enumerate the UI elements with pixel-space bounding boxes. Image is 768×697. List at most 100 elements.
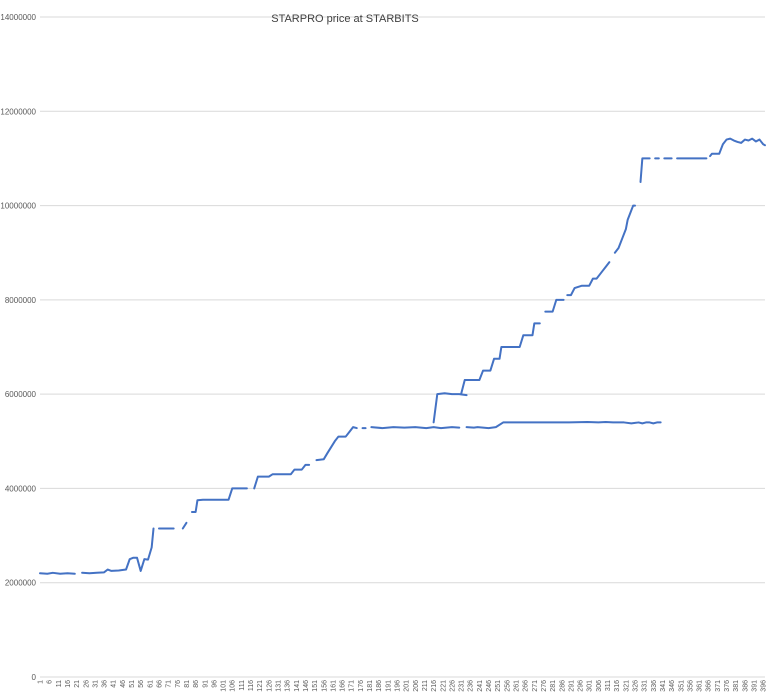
series-line-segment	[460, 322, 541, 396]
x-tick-label: 386	[742, 680, 749, 692]
x-tick-label: 276	[541, 680, 548, 692]
x-tick-label: 31	[92, 680, 99, 688]
y-tick-label: 2000000	[5, 579, 37, 588]
x-tick-label: 306	[596, 680, 603, 692]
x-tick-label: 301	[587, 680, 594, 692]
x-tick-label: 216	[431, 680, 438, 692]
x-tick-label: 336	[651, 680, 658, 692]
x-tick-label: 351	[678, 680, 685, 692]
x-tick-label: 116	[248, 680, 255, 691]
y-tick-label: 14000000	[0, 13, 36, 22]
x-tick-label: 61	[147, 680, 154, 688]
x-tick-label: 261	[514, 680, 521, 692]
x-tick-label: 231	[459, 680, 466, 692]
x-tick-label: 256	[504, 680, 511, 692]
x-tick-label: 156	[321, 680, 328, 692]
x-tick-label: 186	[376, 680, 383, 692]
x-tick-label: 361	[697, 680, 704, 692]
series-line-segment	[315, 426, 358, 462]
x-tick-label: 241	[477, 680, 484, 692]
x-tick-label: 141	[294, 680, 301, 692]
series-line-segment	[190, 487, 248, 513]
x-tick-label: 316	[614, 680, 621, 692]
x-tick-label: 381	[733, 680, 740, 692]
x-tick-label: 171	[349, 680, 356, 692]
x-tick-label: 376	[724, 680, 731, 692]
x-tick-label: 311	[605, 680, 612, 691]
x-tick-label: 21	[74, 680, 81, 688]
series-line-segment	[370, 426, 461, 430]
x-tick-label: 331	[642, 680, 649, 692]
x-tick-label: 106	[230, 680, 237, 692]
x-tick-label: 286	[559, 680, 566, 692]
x-tick-label: 131	[276, 680, 283, 692]
x-tick-label: 111	[239, 680, 246, 691]
x-tick-label: 281	[550, 680, 557, 692]
x-tick-label: 101	[221, 680, 228, 692]
x-tick-label: 396	[761, 680, 768, 692]
x-tick-label: 291	[568, 680, 575, 692]
x-tick-label: 1	[38, 680, 45, 684]
x-tick-label: 326	[633, 680, 640, 692]
series-line-segment	[181, 521, 188, 530]
x-tick-label: 201	[404, 680, 411, 692]
x-tick-label: 321	[623, 680, 630, 692]
x-tick-label: 266	[523, 680, 530, 692]
x-tick-label: 166	[340, 680, 347, 692]
x-tick-label: 66	[157, 680, 164, 688]
x-tick-label: 96	[211, 680, 218, 688]
x-tick-label: 121	[257, 680, 264, 692]
x-tick-label: 81	[184, 680, 191, 688]
x-tick-label: 236	[468, 680, 475, 692]
price-series	[39, 137, 766, 575]
series-line-segment	[81, 527, 155, 575]
y-tick-label: 12000000	[0, 107, 36, 116]
x-tick-label: 26	[83, 680, 90, 688]
x-tick-label: 6	[47, 680, 54, 684]
x-tick-label: 341	[660, 680, 667, 692]
x-tick-label: 151	[312, 680, 319, 692]
chart-title: STARPRO price at STARBITS	[271, 13, 419, 25]
x-tick-label: 206	[413, 680, 420, 692]
x-tick-label: 366	[706, 680, 713, 692]
x-tick-label: 371	[715, 680, 722, 692]
series-line-segment	[253, 463, 311, 490]
x-tick-label: 91	[202, 680, 209, 688]
series-line-segment	[566, 261, 611, 297]
x-tick-label: 86	[193, 680, 200, 688]
x-tick-label: 356	[687, 680, 694, 692]
x-tick-label: 11	[56, 680, 63, 687]
x-tick-label: 211	[422, 680, 429, 691]
x-tick-label: 51	[129, 680, 136, 688]
y-tick-label: 10000000	[0, 202, 36, 211]
x-tick-label: 76	[175, 680, 182, 688]
x-tick-label: 41	[111, 680, 118, 688]
gridlines	[40, 16, 765, 678]
x-tick-label: 161	[330, 680, 337, 692]
series-line-segment	[432, 392, 468, 424]
x-tick-label: 191	[385, 680, 392, 692]
x-tick-label: 136	[285, 680, 292, 692]
x-tick-label: 221	[440, 680, 447, 692]
x-tick-label: 346	[669, 680, 676, 692]
x-tick-label: 196	[395, 680, 402, 692]
y-tick-label: 6000000	[5, 390, 37, 399]
y-axis-tick-labels: 0 2000000 4000000 6000000 8000000 10000000 120…	[0, 13, 36, 682]
series-line-segment	[465, 420, 662, 430]
x-tick-label: 251	[495, 680, 502, 692]
x-tick-label: 146	[303, 680, 310, 692]
x-tick-label: 16	[65, 680, 72, 688]
x-tick-label: 176	[358, 680, 365, 692]
series-line-segment	[613, 204, 637, 254]
x-tick-label: 36	[102, 680, 109, 688]
x-axis-tick-labels: 1 6 11 16 21 26 31 36 41 46 51 56 61 66 71 76 81 86 91 96 10…	[38, 680, 768, 692]
y-tick-label: 4000000	[5, 484, 37, 493]
y-tick-label: 8000000	[5, 296, 37, 305]
x-tick-label: 226	[449, 680, 456, 692]
x-tick-label: 271	[532, 680, 539, 692]
series-line-segment	[709, 137, 766, 158]
x-tick-label: 296	[578, 680, 585, 692]
x-tick-label: 46	[120, 680, 127, 688]
